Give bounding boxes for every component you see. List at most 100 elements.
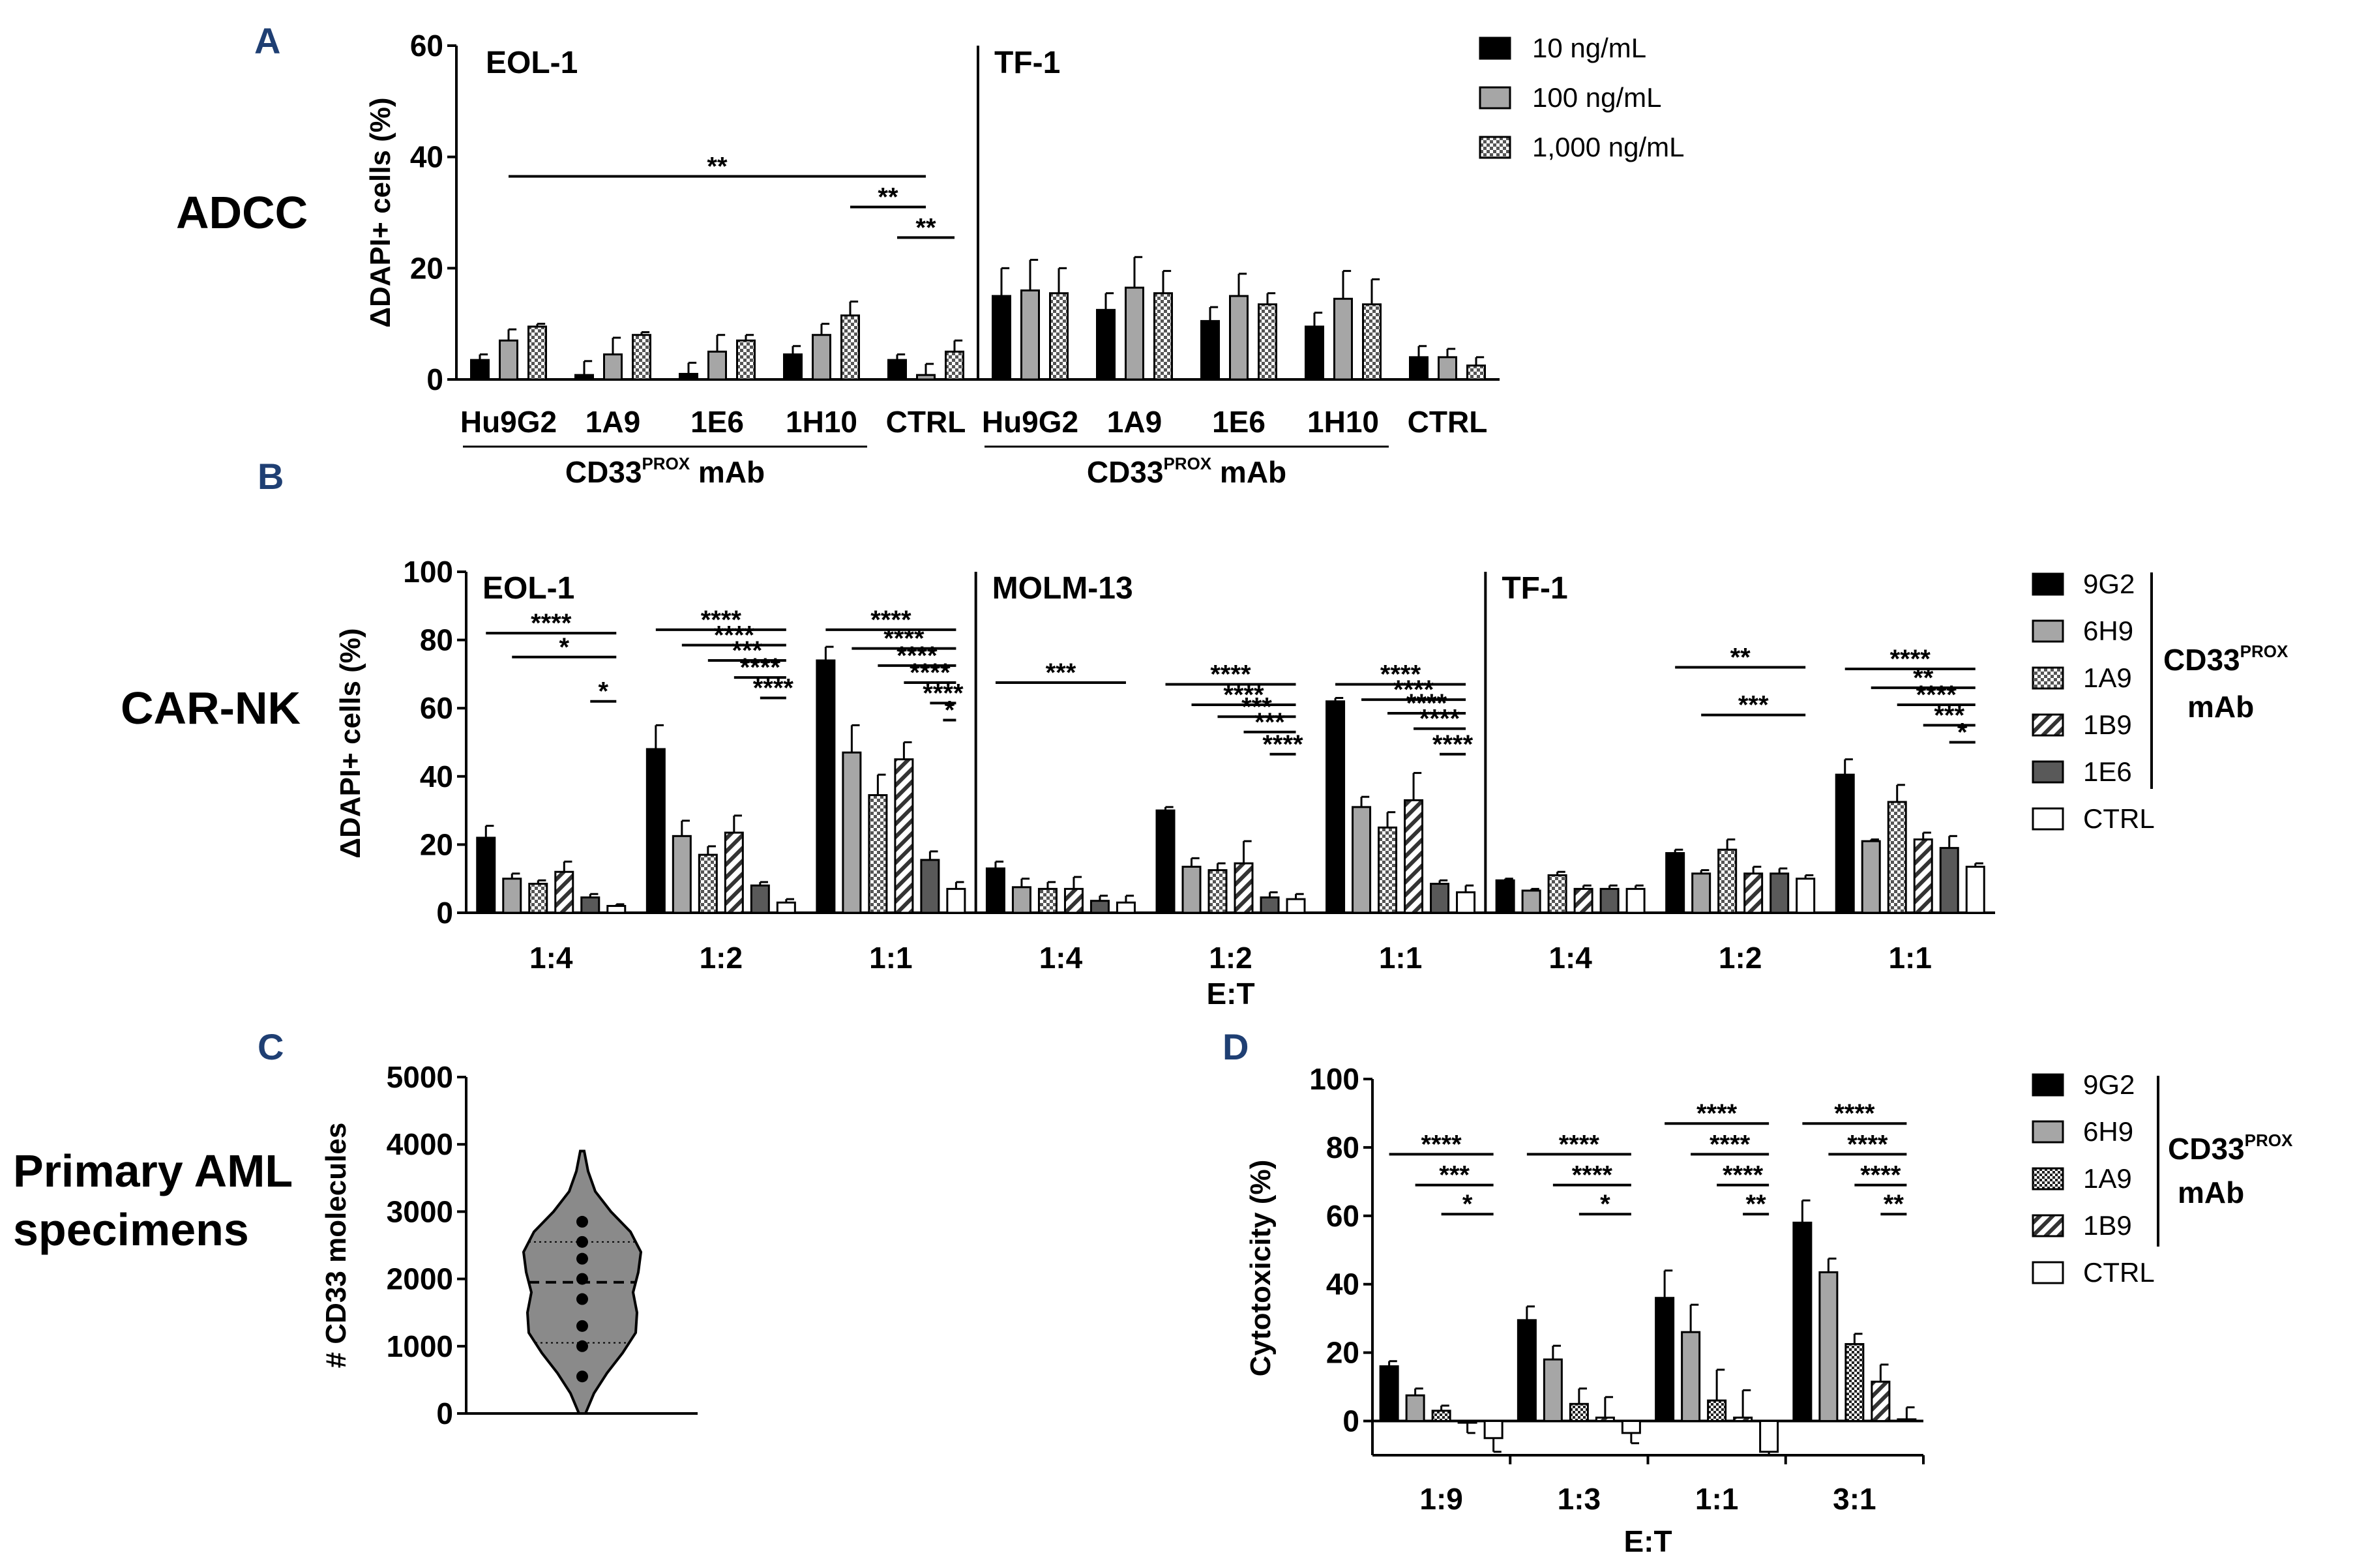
x-category-label: 1:2 xyxy=(1209,941,1252,975)
legend-label: 10 ng/mL xyxy=(1532,33,1646,63)
bar-100-ng-ml xyxy=(1229,295,1249,381)
data-point xyxy=(576,1252,588,1265)
y-tick-label: 80 xyxy=(1326,1131,1359,1164)
panel-b-car-nk-chart: 0 20 40 60 80 100 ΔDAPI+ cells (%) 1:4 1:2 1:1 1:4… xyxy=(334,555,2288,1011)
significance-label: **** xyxy=(1406,689,1447,718)
bar-1e6 xyxy=(920,859,940,914)
bar-1-000-ng-ml xyxy=(1362,303,1382,381)
bar-1e6 xyxy=(1599,887,1620,914)
bar-100-ng-ml xyxy=(812,334,831,381)
significance-label: **** xyxy=(1572,1161,1613,1190)
legend-swatch xyxy=(1479,37,1511,60)
x-category-label: 1:9 xyxy=(1419,1482,1462,1516)
bar-1a9 xyxy=(1547,874,1567,914)
bar-9g2 xyxy=(985,867,1005,914)
bar-6h9 xyxy=(1691,872,1711,914)
bar-ctrl xyxy=(1965,865,1985,914)
bar-1-000-ng-ml xyxy=(1049,292,1069,381)
significance-label: *** xyxy=(1439,1161,1470,1190)
bar-1a9 xyxy=(1378,826,1398,914)
cell-line-label: MOLM-13 xyxy=(992,571,1133,606)
bar-6h9 xyxy=(1543,1358,1563,1423)
significance-label: **** xyxy=(1710,1130,1751,1159)
significance-label: *** xyxy=(732,636,762,665)
significance-label: **** xyxy=(1432,730,1474,759)
cell-line-label: EOL-1 xyxy=(482,571,574,606)
legend-label: 6H9 xyxy=(2083,615,2133,646)
mab-bracket-label: CD33PROX mAb xyxy=(565,454,765,489)
bar-1b9 xyxy=(554,870,574,914)
bar-1-000-ng-ml xyxy=(1466,364,1486,381)
legend-label: 1A9 xyxy=(2083,662,2132,693)
legend-label: 9G2 xyxy=(2083,569,2135,599)
bar-1a9 xyxy=(698,853,718,914)
significance-label: *** xyxy=(1254,708,1285,737)
bar-9g2 xyxy=(1792,1221,1813,1423)
significance-label: **** xyxy=(1723,1161,1764,1190)
data-point xyxy=(576,1215,588,1228)
significance-label: ** xyxy=(1884,1190,1904,1219)
legend-label: 9G2 xyxy=(2083,1069,2135,1100)
data-point xyxy=(576,1273,588,1285)
bar-1e6 xyxy=(1260,896,1280,914)
bar-ctrl xyxy=(1456,891,1476,914)
bar-1e6 xyxy=(580,896,600,914)
bar-1-000-ng-ml xyxy=(736,339,756,381)
bar-9g2 xyxy=(645,748,666,914)
legend-label: 1,000 ng/mL xyxy=(1532,132,1685,162)
legend-label: CTRL xyxy=(2083,803,2155,834)
bar-100-ng-ml xyxy=(707,350,727,381)
x-category-label: 1:4 xyxy=(1548,941,1592,975)
panel-d-cytotoxicity-chart: 0 20 40 60 80 100 Cytotoxicity (%) 1:9 1:3 1:1 3:1… xyxy=(1245,1062,2293,1558)
bar-100-ng-ml xyxy=(1020,289,1040,381)
significance-label: **** xyxy=(1380,660,1421,689)
significance-label: * xyxy=(598,677,608,706)
bar-ctrl xyxy=(1759,1420,1779,1453)
data-point xyxy=(576,1370,588,1383)
significance-label: * xyxy=(1957,718,1968,747)
bar-1-000-ng-ml xyxy=(1153,292,1173,381)
bar-9g2 xyxy=(1835,773,1855,914)
significance-label: **** xyxy=(1916,681,1957,709)
bar-10-ng-ml xyxy=(1409,356,1429,381)
y-tick-label: 60 xyxy=(410,29,443,63)
bar-1e6 xyxy=(1430,883,1450,914)
y-tick-label: 60 xyxy=(1326,1199,1359,1233)
x-category-label: 1:1 xyxy=(1888,941,1931,975)
x-category-label: 1:4 xyxy=(1039,941,1083,975)
bar-6h9 xyxy=(1818,1271,1839,1423)
panel-label-a: A xyxy=(254,20,280,61)
y-tick-label: 40 xyxy=(420,760,453,793)
bar-1b9 xyxy=(1404,799,1424,914)
bar-100-ng-ml xyxy=(1333,297,1353,381)
x-group-label: 1A9 xyxy=(585,405,640,439)
bar-1a9 xyxy=(868,794,888,914)
significance-label: **** xyxy=(1559,1130,1600,1159)
x-group-label: Hu9G2 xyxy=(460,405,557,439)
bar-1b9 xyxy=(1573,887,1593,914)
significance-label: **** xyxy=(1421,1130,1462,1159)
x-category-label: 1:4 xyxy=(529,941,573,975)
x-group-label: 1E6 xyxy=(690,405,744,439)
significance-label: **** xyxy=(753,674,794,703)
bar-6h9 xyxy=(1521,889,1541,914)
bar-10-ng-ml xyxy=(1096,308,1116,381)
bar-1-000-ng-ml xyxy=(1258,303,1277,381)
bar-1b9 xyxy=(1733,1416,1753,1423)
data-point xyxy=(576,1340,588,1352)
y-axis-title: ΔDAPI+ cells (%) xyxy=(334,628,366,858)
significance-label: **** xyxy=(1210,660,1251,689)
data-point xyxy=(576,1235,588,1248)
y-tick-label: 100 xyxy=(1309,1062,1359,1096)
significance-label: ** xyxy=(1730,643,1751,672)
bar-6h9 xyxy=(1405,1394,1425,1423)
bar-100-ng-ml xyxy=(916,374,936,381)
x-group-label: Hu9G2 xyxy=(982,405,1078,439)
legend-bracket-label: CD33PROX xyxy=(2168,1131,2293,1166)
significance-label: ** xyxy=(1746,1190,1767,1219)
bar-10-ng-ml xyxy=(783,353,803,381)
legend-swatch xyxy=(2032,619,2064,643)
bar-1a9 xyxy=(1887,801,1907,914)
section-title-adcc: ADCC xyxy=(176,187,308,238)
